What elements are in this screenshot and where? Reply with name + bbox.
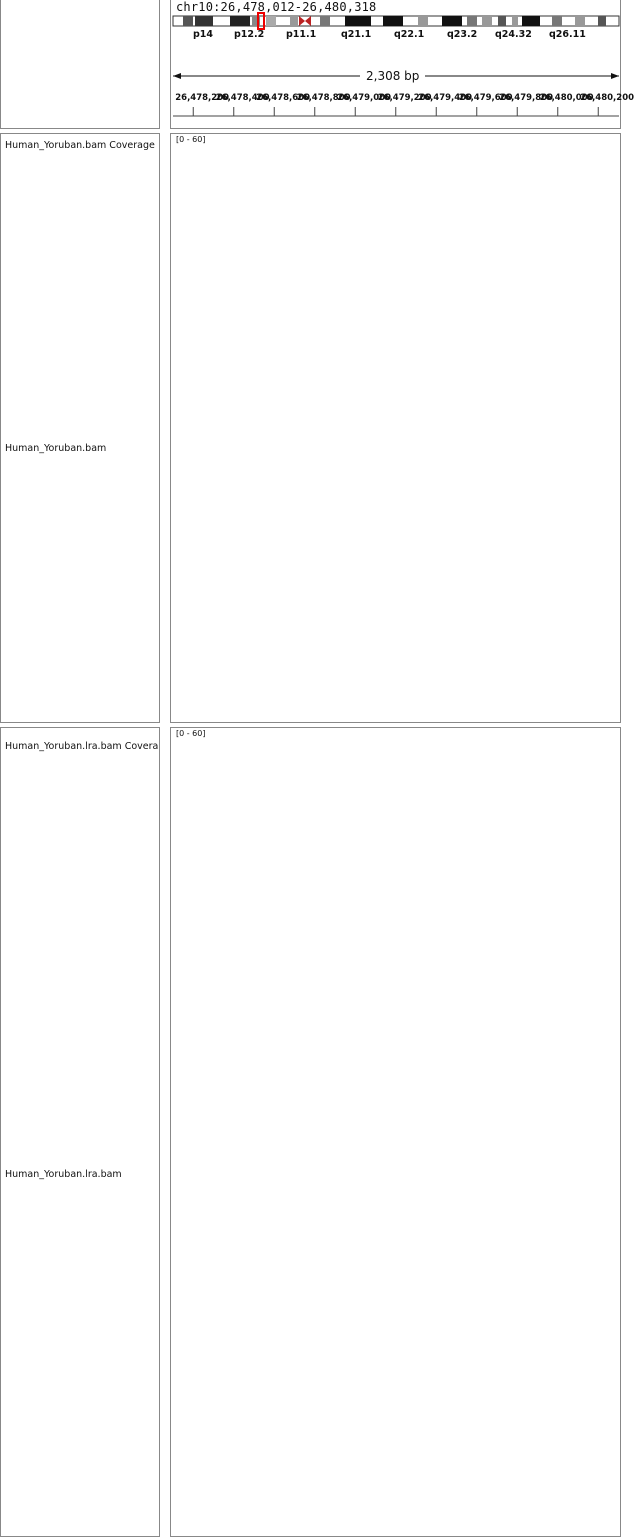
- track-label-lra[interactable]: Human_Yoruban.lra.bam: [5, 1169, 122, 1180]
- ideogram-current-region-marker: [257, 12, 265, 30]
- ruler-tick-label: 26,478,800: [296, 93, 351, 103]
- ideogram-band-label: q26.11: [549, 29, 586, 40]
- ruler-tick-label: 26,479,800: [499, 93, 554, 103]
- ruler-tick-label: 26,479,200: [377, 93, 432, 103]
- ruler-tick-label: 26,479,400: [418, 93, 473, 103]
- span-label: 2,308 bp: [360, 69, 426, 83]
- ruler-tick-label: 26,478,600: [256, 93, 311, 103]
- bam-track-panel[interactable]: [170, 133, 621, 723]
- bam-coverage-range: [0 - 60]: [176, 135, 206, 144]
- lra-track-panel[interactable]: [170, 727, 621, 1537]
- ideogram-band-label: q23.2: [447, 29, 478, 40]
- ruler-ticks: [192, 107, 599, 116]
- ruler-tick-label: 26,479,000: [337, 93, 392, 103]
- ruler-tick-label: 26,478,400: [215, 93, 270, 103]
- chromosome-ideogram[interactable]: [172, 12, 620, 30]
- ruler-tick-label: 26,479,600: [458, 93, 513, 103]
- ideogram-band-label: q21.1: [341, 29, 372, 40]
- ruler-tick-label: 26,480,000: [539, 93, 594, 103]
- lra-coverage-range: [0 - 60]: [176, 729, 206, 738]
- ideogram-band-label: p14: [193, 29, 214, 40]
- header-name-panel: [0, 0, 160, 129]
- track-label-bam-coverage[interactable]: Human_Yoruban.bam Coverage: [5, 140, 155, 151]
- locus-display[interactable]: chr10:26,478,012-26,480,318: [176, 0, 377, 14]
- track-label-lra-coverage[interactable]: Human_Yoruban.lra.bam Coverage: [5, 741, 158, 752]
- track-label-bam[interactable]: Human_Yoruban.bam: [5, 443, 107, 454]
- ideogram-band-label: q24.32: [495, 29, 532, 40]
- ruler-tick-label: 26,480,200: [580, 93, 635, 103]
- bam-name-panel: [0, 133, 160, 723]
- ideogram-band-label: p12.2: [234, 29, 265, 40]
- ideogram-band-label: p11.1: [286, 29, 317, 40]
- lra-name-panel: [0, 727, 160, 1537]
- ruler-tick-label: 26,478,200: [175, 93, 230, 103]
- ideogram-band-label: q22.1: [394, 29, 425, 40]
